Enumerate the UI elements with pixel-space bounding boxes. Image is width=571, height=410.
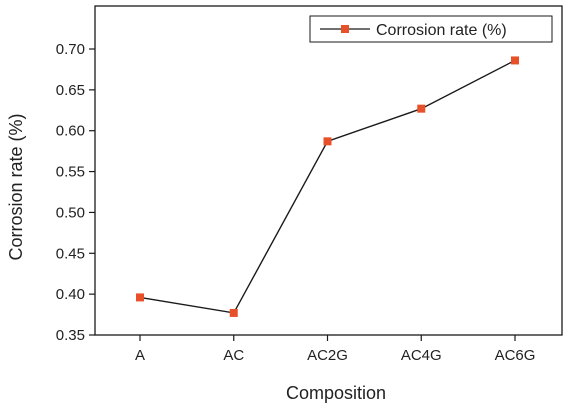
y-tick-label: 0.70	[56, 41, 85, 58]
y-tick-label: 0.55	[56, 164, 85, 181]
series-line	[139, 59, 516, 314]
x-axis-ticks: A AC AC2G AC4G AC6G	[135, 335, 535, 364]
y-tick-label: 0.50	[56, 204, 85, 221]
y-axis-ticks: 0.35 0.40 0.45 0.50 0.55 0.60 0.65 0.70	[56, 41, 95, 344]
plot-frame	[94, 5, 563, 336]
y-tick-label: 0.40	[56, 286, 85, 303]
x-tick-label: AC	[223, 347, 244, 364]
x-tick-label: AC2G	[307, 347, 348, 364]
legend-marker	[341, 25, 349, 33]
y-tick-label: 0.45	[56, 245, 85, 262]
legend-label: Corrosion rate (%)	[376, 22, 507, 39]
data-point	[323, 137, 332, 146]
series-group	[136, 56, 519, 317]
x-tick-label: AC4G	[401, 347, 442, 364]
y-tick-label: 0.65	[56, 82, 85, 99]
legend: Corrosion rate (%)	[309, 15, 553, 43]
data-point	[229, 308, 238, 317]
x-axis-label: Composition	[286, 383, 386, 403]
y-axis-label: Corrosion rate (%)	[6, 113, 26, 260]
y-tick-label: 0.60	[56, 123, 85, 140]
data-point	[511, 56, 519, 65]
x-tick-label: AC6G	[495, 347, 536, 364]
x-tick-label: A	[135, 347, 145, 364]
data-point	[136, 293, 144, 302]
y-tick-label: 0.35	[56, 327, 85, 344]
data-point	[417, 104, 426, 113]
